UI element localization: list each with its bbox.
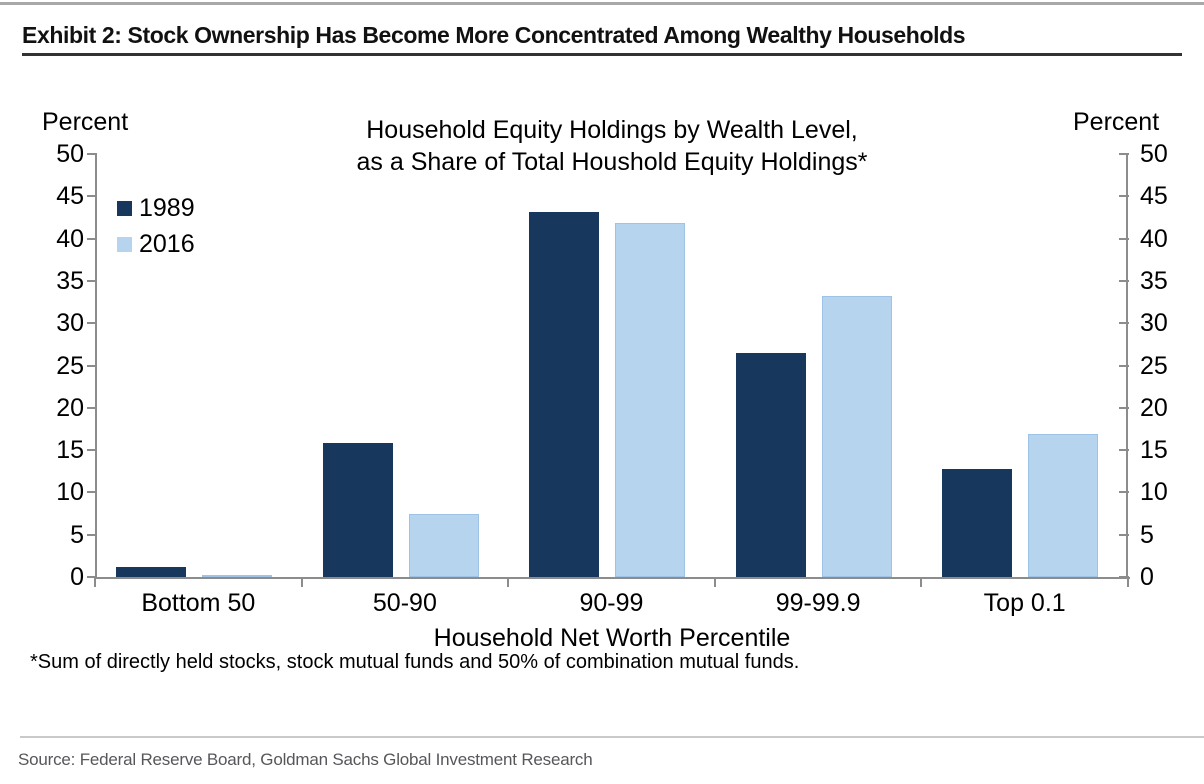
category-label: 99-99.9 <box>775 589 861 617</box>
y-tick-mark-right <box>1119 279 1129 282</box>
y-tick-label-left: 5 <box>70 520 84 549</box>
y-tick-label-right: 40 <box>1140 224 1168 253</box>
x-tick-mark <box>94 577 96 587</box>
bar-1989-top-0.1 <box>942 468 1013 577</box>
x-tick-mark <box>920 577 923 587</box>
y-tick-mark-left <box>87 195 97 198</box>
y-tick-mark-right <box>1119 406 1129 409</box>
y-tick-label-left: 10 <box>56 478 84 507</box>
y-tick-label-left: 0 <box>70 563 84 591</box>
bar-1989-99-99.9 <box>735 352 806 577</box>
chart-title-line1: Household Equity Holdings by Wealth Leve… <box>366 116 858 144</box>
legend-label-1989: 1989 <box>139 194 195 222</box>
y-tick-mark-right <box>1119 237 1129 240</box>
y-tick-label-right: 35 <box>1140 266 1168 295</box>
y-tick-mark-left <box>87 406 97 409</box>
bar-1989-90-99 <box>529 211 600 577</box>
y-tick-label-left: 15 <box>56 436 84 465</box>
bar-2016-90-99 <box>615 222 686 577</box>
bar-2016-99-99.9 <box>821 296 892 577</box>
y-tick-mark-right <box>1119 322 1129 325</box>
x-axis <box>95 577 1130 579</box>
y-tick-mark-right <box>1119 153 1129 155</box>
bar-1989-bottom-50 <box>116 566 186 577</box>
x-tick-mark <box>713 577 716 587</box>
bar-2016-50-90 <box>408 513 479 577</box>
legend-item-2016: 2016 <box>117 229 195 259</box>
y-tick-label-right: 45 <box>1140 182 1168 211</box>
exhibit-title: Exhibit 2: Stock Ownership Has Become Mo… <box>22 22 966 48</box>
y-tick-label-right: 25 <box>1140 351 1168 380</box>
y-tick-mark-right <box>1119 364 1129 367</box>
y-tick-label-right: 10 <box>1140 478 1168 507</box>
y-tick-mark-right <box>1119 449 1129 452</box>
title-divider <box>22 53 1182 56</box>
category-label: 90-99 <box>579 589 644 617</box>
y-tick-mark-left <box>87 449 97 452</box>
category-label: Bottom 50 <box>141 589 256 617</box>
y-tick-label-right: 30 <box>1140 309 1168 338</box>
y-tick-mark-right <box>1119 195 1129 198</box>
bar-2016-top-0.1 <box>1028 434 1099 577</box>
x-tick-mark <box>1127 577 1129 587</box>
x-tick-mark <box>300 577 303 587</box>
bar-2016-bottom-50 <box>202 575 272 577</box>
y-axis-title-right: Percent <box>1073 108 1160 136</box>
y-tick-label-left: 40 <box>56 224 84 253</box>
y-tick-label-right: 5 <box>1140 520 1154 549</box>
y-tick-label-left: 25 <box>56 351 84 380</box>
y-tick-mark-left <box>87 533 97 536</box>
y-tick-mark-right <box>1119 533 1129 536</box>
legend-swatch-2016 <box>117 236 132 252</box>
legend-label-2016: 2016 <box>139 230 195 258</box>
source-text: Source: Federal Reserve Board, Goldman S… <box>18 750 593 769</box>
y-axis-title-left: Percent <box>42 108 129 136</box>
top-divider <box>0 2 1204 5</box>
y-tick-mark-right <box>1119 491 1129 494</box>
y-tick-label-left: 45 <box>56 182 84 211</box>
y-tick-mark-left <box>87 491 97 494</box>
bar-1989-50-90 <box>322 443 393 577</box>
x-tick-mark <box>507 577 510 587</box>
y-tick-mark-left <box>87 576 97 578</box>
chart-title-line2: as a Share of Total Houshold Equity Hold… <box>356 148 868 176</box>
y-tick-label-right: 20 <box>1140 393 1168 422</box>
y-tick-mark-left <box>87 279 97 282</box>
y-axis-right <box>1126 154 1128 577</box>
y-tick-label-left: 20 <box>56 393 84 422</box>
y-tick-mark-left <box>87 153 97 155</box>
legend: 1989 2016 <box>117 193 195 265</box>
y-tick-label-right: 0 <box>1140 563 1154 591</box>
y-tick-label-left: 30 <box>56 309 84 338</box>
source-divider <box>20 736 1204 738</box>
legend-swatch-1989 <box>117 200 132 216</box>
y-tick-label-left: 50 <box>56 140 84 168</box>
y-tick-label-right: 50 <box>1140 140 1168 168</box>
footnote: *Sum of directly held stocks, stock mutu… <box>30 651 800 673</box>
category-label: Top 0.1 <box>983 589 1066 617</box>
category-label: 50-90 <box>372 589 437 617</box>
y-tick-mark-left <box>87 322 97 325</box>
legend-item-1989: 1989 <box>117 193 195 223</box>
y-axis-left <box>95 154 97 577</box>
y-tick-label-left: 35 <box>56 266 84 295</box>
y-tick-mark-left <box>87 364 97 367</box>
y-tick-mark-left <box>87 237 97 240</box>
x-axis-title: Household Net Worth Percentile <box>433 624 791 652</box>
y-tick-label-right: 15 <box>1140 436 1168 465</box>
